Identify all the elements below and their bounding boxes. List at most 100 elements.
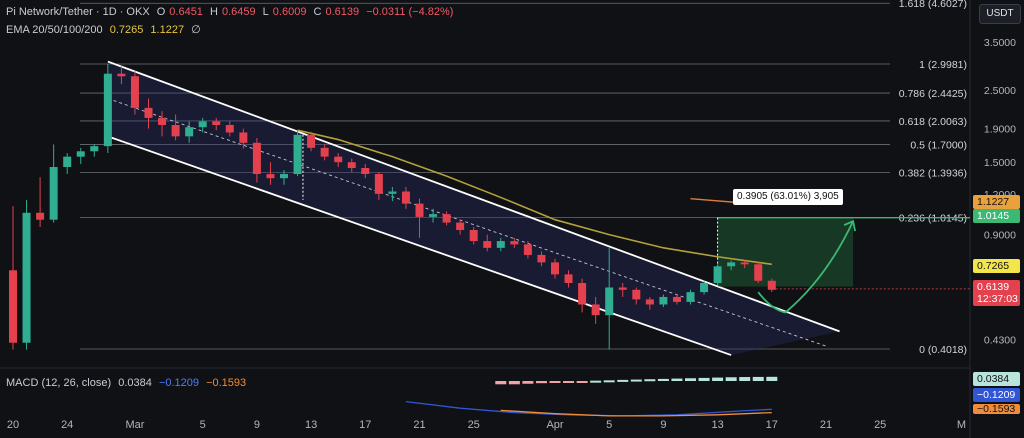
macd-bar-6 xyxy=(576,381,588,383)
macd-tag-3: −0.1593 xyxy=(973,404,1020,414)
x-tick-10: 5 xyxy=(606,419,612,431)
macd-bar-7 xyxy=(590,380,602,383)
ema-value-3: ∅ xyxy=(191,24,201,36)
macd-bar-5 xyxy=(563,381,575,383)
descending-channel[interactable] xyxy=(107,60,840,356)
macd-bar-2 xyxy=(522,381,534,384)
candle-body-48 xyxy=(659,296,668,305)
candle-body-35 xyxy=(483,241,492,248)
candle-body-18 xyxy=(252,142,261,175)
candle-body-54 xyxy=(740,262,749,265)
candle-body-5 xyxy=(76,151,85,157)
ema-line xyxy=(297,129,772,266)
ema-header: EMA 20/50/100/200 0.7265 1.1227 ∅ xyxy=(6,23,205,36)
candle-body-46 xyxy=(632,289,641,300)
candle-body-26 xyxy=(361,167,370,175)
candle-body-27 xyxy=(374,174,383,194)
candle-body-29 xyxy=(401,191,410,204)
y-tick-3: 1.5000 xyxy=(984,157,1016,169)
macd-bar-12 xyxy=(657,378,669,381)
x-tick-12: 13 xyxy=(711,419,723,431)
macd-value-1: 0.0384 xyxy=(118,377,152,389)
candle-body-10 xyxy=(144,107,153,118)
x-tick-16: M xyxy=(957,419,966,431)
last-price: 0.6139 xyxy=(977,281,1010,293)
high-value: 0.6459 xyxy=(221,6,256,18)
open-label: O xyxy=(156,6,166,18)
measure-label: 0.3905 (63.01%) 3,905 xyxy=(733,189,843,205)
macd-bar-10 xyxy=(630,379,642,382)
ema-value-2: 1.1227 xyxy=(150,24,185,36)
ema-value-1: 0.7265 xyxy=(109,24,144,36)
measure-rect xyxy=(717,217,854,287)
projection-arrowhead xyxy=(843,219,856,232)
projection-curve xyxy=(757,220,854,314)
candle-body-6 xyxy=(90,146,99,152)
candle-body-7 xyxy=(103,73,112,147)
macd-bar-4 xyxy=(549,381,561,383)
x-tick-1: 24 xyxy=(61,419,73,431)
candle-body-51 xyxy=(700,282,709,293)
x-tick-15: 25 xyxy=(874,419,886,431)
fib-label-6: 0.236 (1.0145) xyxy=(899,213,967,225)
candle-body-15 xyxy=(212,121,221,125)
macd-pane xyxy=(405,376,778,417)
macd-value-3: −0.1593 xyxy=(206,377,247,389)
candle-body-1 xyxy=(22,212,31,343)
candle-body-12 xyxy=(171,124,180,137)
macd-value-2: −0.1209 xyxy=(158,377,200,389)
x-tick-7: 21 xyxy=(413,419,425,431)
macd-bar-11 xyxy=(644,379,656,382)
macd-bar-14 xyxy=(685,378,696,381)
candle-body-32 xyxy=(442,214,451,223)
candle-body-21 xyxy=(293,134,302,175)
candle-body-14 xyxy=(198,121,207,128)
fibonacci-levels: 1.618 (4.6027) 1 (2.9981) 0.786 (2.4425) 0.… xyxy=(80,0,967,356)
macd-bar-17 xyxy=(725,377,737,381)
candle-body-3 xyxy=(49,167,58,220)
channel-lower xyxy=(107,135,732,356)
x-tick-9: Apr xyxy=(546,419,563,431)
macd-bar-16 xyxy=(712,377,724,381)
candle-body-43 xyxy=(591,304,600,316)
price-tag-ema-fast: 0.7265 xyxy=(973,259,1020,273)
x-tick-14: 21 xyxy=(820,419,832,431)
candle-body-33 xyxy=(456,222,465,230)
macd-bar-20 xyxy=(766,376,778,381)
candle-body-38 xyxy=(523,244,532,255)
candle-body-0 xyxy=(9,270,17,343)
candles-layer[interactable] xyxy=(9,63,970,350)
symbol-title: Pi Network/Tether · 1D · OKX xyxy=(6,6,150,18)
x-tick-3: 5 xyxy=(200,419,206,431)
candle-body-30 xyxy=(415,203,424,217)
countdown: 12:37:03 xyxy=(977,293,1018,305)
candle-body-2 xyxy=(36,212,45,220)
candle-body-49 xyxy=(672,296,681,302)
candle-body-22 xyxy=(307,134,316,148)
candle-body-55 xyxy=(754,264,763,281)
fib-label-3: 0.618 (2.0063) xyxy=(899,116,967,128)
macd-bar-0 xyxy=(495,381,507,385)
macd-bar-9 xyxy=(617,379,629,382)
fib-label-4: 0.5 (1.7000) xyxy=(910,139,967,151)
measure-box[interactable] xyxy=(302,134,970,287)
candle-body-47 xyxy=(645,299,654,305)
macd-tag-2: −0.1209 xyxy=(973,388,1020,402)
x-tick-13: 17 xyxy=(766,419,778,431)
ema-label: EMA 20/50/100/200 xyxy=(6,24,103,36)
x-tick-0: 20 xyxy=(7,419,19,431)
fib-label-5: 0.382 (1.3936) xyxy=(899,168,967,180)
candle-body-4 xyxy=(63,156,72,168)
x-tick-6: 17 xyxy=(359,419,371,431)
projection-arrow xyxy=(757,219,856,314)
y-tick-1: 2.5000 xyxy=(984,85,1016,97)
macd-bar-15 xyxy=(698,377,710,381)
candle-body-42 xyxy=(578,282,587,305)
fib-label-7: 0 (0.4018) xyxy=(919,344,967,356)
y-tick-5: 0.9000 xyxy=(984,230,1016,242)
y-tick-6: 0.4300 xyxy=(984,334,1016,346)
currency-button[interactable]: USDT xyxy=(979,4,1021,24)
signal-line xyxy=(500,409,772,417)
macd-bar-1 xyxy=(508,381,520,385)
